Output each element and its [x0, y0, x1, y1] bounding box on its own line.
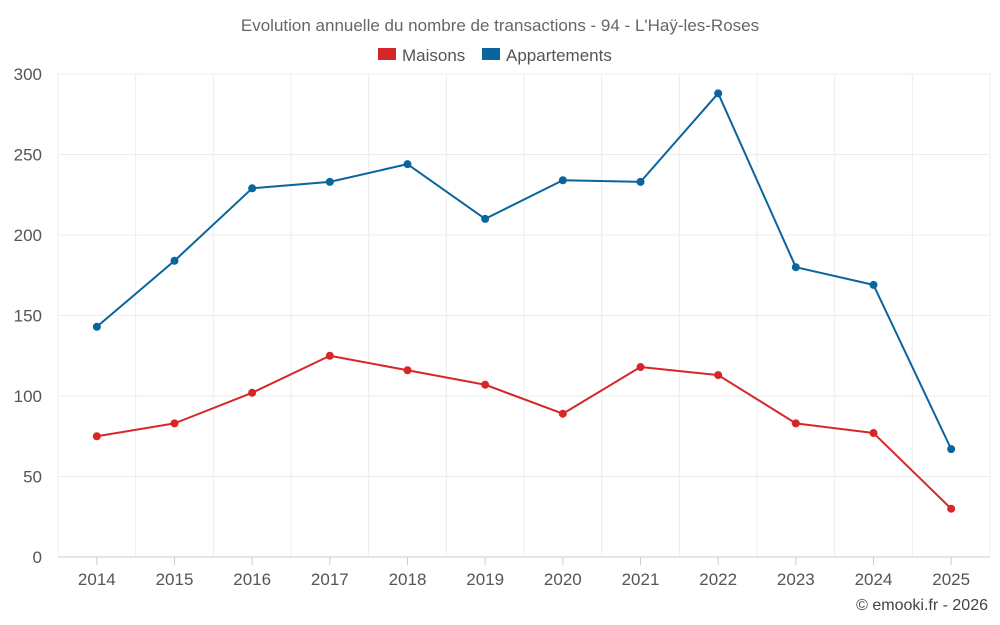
data-point-maisons[interactable]	[92, 432, 101, 441]
x-tick-label: 2018	[389, 570, 427, 589]
y-axis-ticks: 0 50 100 150 200 250 300	[14, 65, 42, 567]
data-point-appartements[interactable]	[558, 176, 567, 185]
x-tick-label: 2019	[466, 570, 504, 589]
data-point-appartements[interactable]	[714, 89, 723, 98]
grid-lines	[57, 73, 991, 558]
series-layer	[92, 89, 956, 513]
series-line-appartements	[96, 92, 953, 450]
data-point-appartements[interactable]	[869, 280, 878, 289]
data-point-appartements[interactable]	[403, 160, 412, 169]
data-point-maisons[interactable]	[558, 409, 567, 418]
y-tick-label: 100	[14, 387, 42, 406]
data-point-maisons[interactable]	[636, 363, 645, 372]
data-point-maisons[interactable]	[170, 419, 179, 428]
series-line-maisons	[96, 354, 952, 510]
data-point-appartements[interactable]	[791, 263, 800, 272]
data-point-maisons[interactable]	[791, 419, 800, 428]
y-tick-label: 200	[14, 226, 42, 245]
data-point-appartements[interactable]	[248, 184, 257, 193]
y-tick-label: 50	[23, 468, 42, 487]
y-tick-label: 0	[33, 548, 42, 567]
data-point-appartements[interactable]	[92, 322, 101, 331]
legend-swatch-maisons	[378, 48, 396, 60]
x-tick-label: 2025	[932, 570, 970, 589]
data-point-maisons[interactable]	[869, 429, 878, 438]
data-point-maisons[interactable]	[481, 380, 490, 389]
data-point-appartements[interactable]	[170, 256, 179, 265]
y-tick-label: 150	[14, 307, 42, 326]
y-tick-label: 250	[14, 146, 42, 165]
copyright-credit: © emooki.fr - 2026	[856, 597, 988, 614]
x-tick-label: 2015	[156, 570, 194, 589]
x-tick-label: 2014	[78, 570, 116, 589]
data-point-appartements[interactable]	[481, 214, 490, 223]
x-tick-label: 2020	[544, 570, 582, 589]
x-tick-label: 2021	[622, 570, 660, 589]
legend-label-appartements[interactable]: Appartements	[506, 46, 612, 65]
x-tick-label: 2023	[777, 570, 815, 589]
legend: Maisons Appartements	[378, 46, 612, 65]
legend-swatch-appartements	[482, 48, 500, 60]
x-axis-ticks: 2014 2015 2016 2017 2018 2019 2020 2021 2022 2023…	[78, 557, 970, 589]
y-tick-label: 300	[14, 65, 42, 84]
x-tick-label: 2016	[233, 570, 271, 589]
legend-label-maisons[interactable]: Maisons	[402, 46, 465, 65]
data-point-maisons[interactable]	[403, 366, 412, 375]
data-point-appartements[interactable]	[947, 445, 956, 454]
data-point-maisons[interactable]	[714, 371, 723, 380]
data-point-maisons[interactable]	[325, 351, 334, 360]
x-tick-label: 2024	[855, 570, 893, 589]
chart-title: Evolution annuelle du nombre de transact…	[241, 16, 759, 35]
data-point-maisons[interactable]	[947, 504, 956, 513]
data-point-maisons[interactable]	[248, 388, 257, 397]
data-point-appartements[interactable]	[636, 177, 645, 186]
x-tick-label: 2017	[311, 570, 349, 589]
data-point-appartements[interactable]	[325, 177, 334, 186]
x-tick-label: 2022	[699, 570, 737, 589]
